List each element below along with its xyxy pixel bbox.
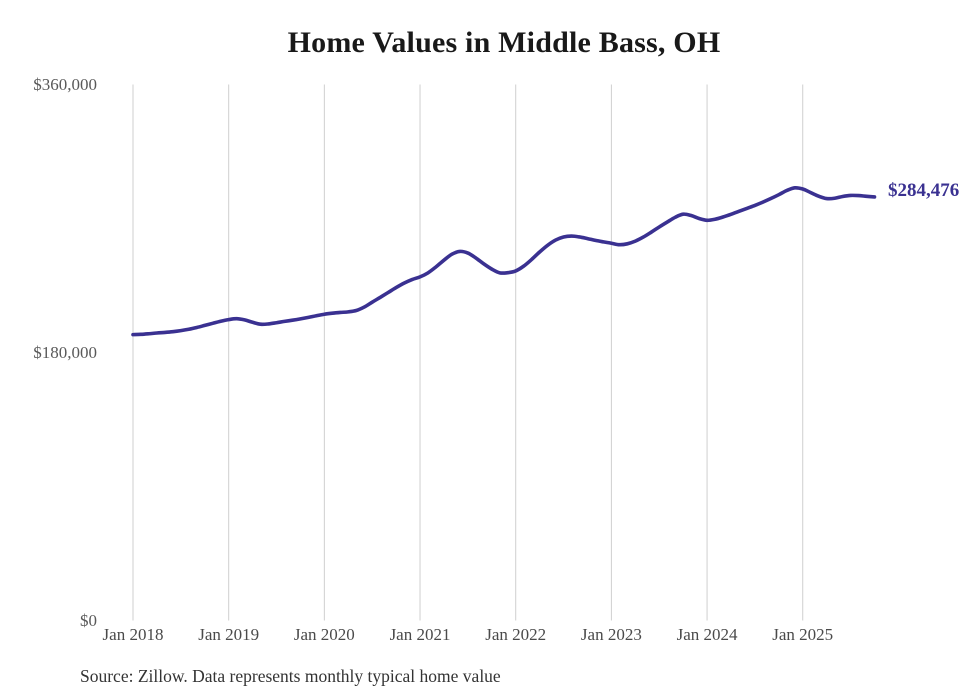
x-tick-label: Jan 2023	[580, 625, 642, 644]
y-tick-label: $360,000	[33, 74, 97, 94]
x-tick-label: Jan 2024	[676, 625, 738, 644]
last-value-label: $284,476	[888, 180, 960, 201]
gridlines	[132, 84, 804, 621]
x-tick-label: Jan 2025	[772, 625, 834, 644]
x-tick-label: Jan 2021	[389, 625, 451, 644]
y-tick-label: $0	[80, 610, 97, 630]
home-value-line	[131, 185, 877, 337]
x-tick-label: Jan 2018	[102, 625, 164, 644]
y-tick-label: $180,000	[33, 342, 97, 362]
chart-title: Home Values in Middle Bass, OH	[287, 26, 721, 59]
x-tick-label: Jan 2020	[293, 625, 355, 644]
x-tick-label: Jan 2022	[485, 625, 547, 644]
source-note: Source: Zillow. Data represents monthly …	[80, 666, 501, 686]
x-tick-label: Jan 2019	[198, 625, 260, 644]
